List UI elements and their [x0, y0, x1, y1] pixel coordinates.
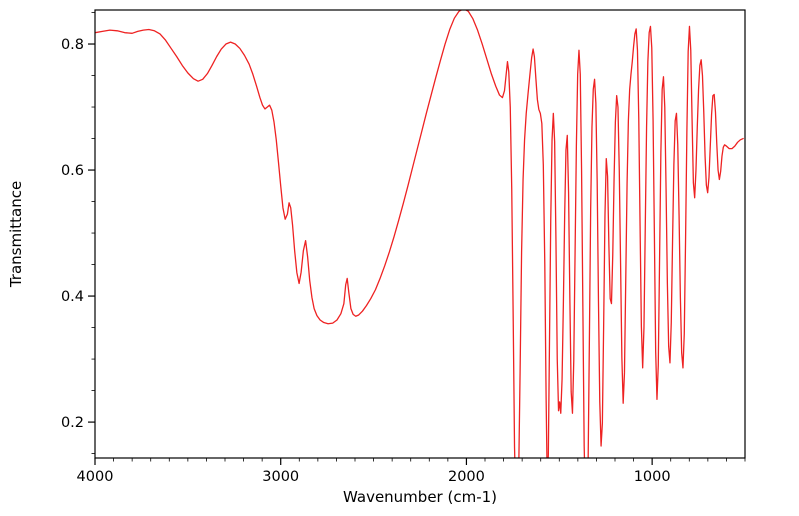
y-tick-label: 0.8: [61, 37, 84, 53]
x-tick-label: 1000: [634, 469, 671, 485]
spectrum-line: [95, 10, 744, 458]
x-tick-label: 3000: [262, 469, 299, 485]
y-tick-label: 0.4: [61, 289, 84, 305]
y-tick-label: 0.2: [61, 415, 84, 431]
x-tick-label: 4000: [77, 469, 114, 485]
y-axis-title: Transmittance: [7, 181, 25, 288]
y-tick-label: 0.6: [61, 163, 84, 179]
x-axis-title: Wavenumber (cm-1): [343, 488, 497, 506]
axes-frame: [94, 9, 746, 459]
x-tick-label: 2000: [448, 469, 485, 485]
